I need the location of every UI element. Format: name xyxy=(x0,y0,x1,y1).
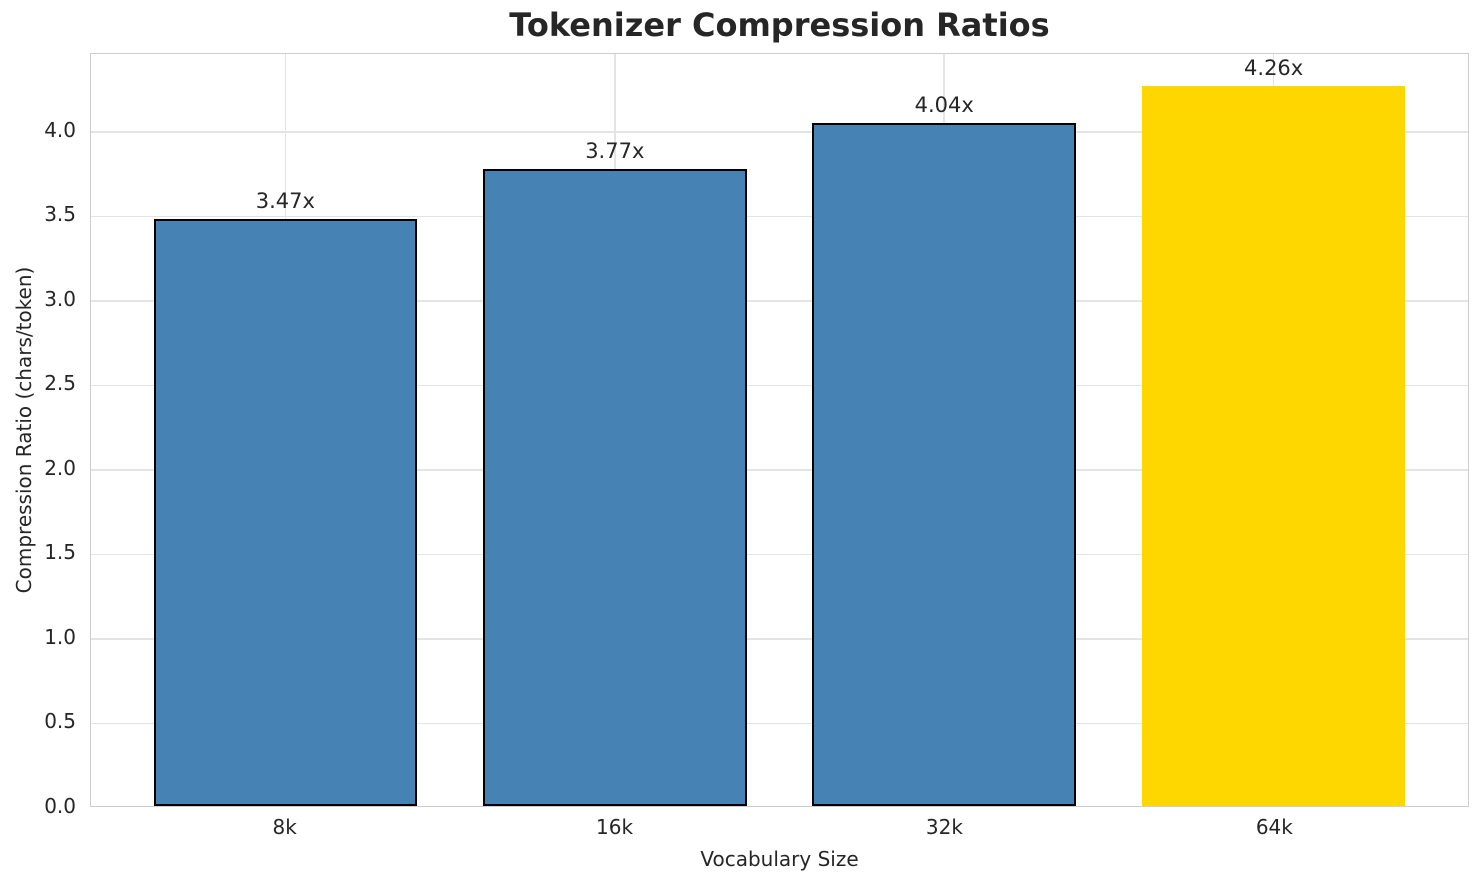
gridline-horizontal xyxy=(91,469,1468,471)
gridline-horizontal xyxy=(91,131,1468,133)
y-tick-label: 1.5 xyxy=(44,540,76,565)
bar xyxy=(483,168,747,806)
x-tick-label: 8k xyxy=(272,815,297,839)
gridline-horizontal xyxy=(91,722,1468,725)
gridline-horizontal xyxy=(91,215,1468,218)
gridline-horizontal xyxy=(91,384,1468,387)
y-tick-label: 4.0 xyxy=(44,117,76,142)
plot-area: 3.47x 3.77x 4.04x 4.26x xyxy=(90,53,1469,807)
gridline-horizontal xyxy=(91,638,1468,640)
x-tick-label: 32k xyxy=(925,815,963,839)
bar-value-label: 4.04x xyxy=(914,93,974,118)
x-tick-label: 64k xyxy=(1255,815,1293,839)
y-tick-label: 2.5 xyxy=(44,371,76,396)
bar-value-label: 3.77x xyxy=(585,138,645,163)
y-tick-label: 0.5 xyxy=(44,709,76,734)
y-axis-ticks: 0.0 0.5 1.0 1.5 2.0 2.5 3.0 3.5 4.0 xyxy=(0,53,76,818)
y-tick-label: 3.0 xyxy=(44,286,76,311)
gridline-horizontal xyxy=(91,553,1468,556)
bar-value-label: 4.26x xyxy=(1244,55,1304,80)
y-tick-label: 1.0 xyxy=(44,624,76,649)
bar xyxy=(153,219,418,806)
x-axis-ticks: 8k 16k 32k 64k xyxy=(90,815,1469,843)
y-tick-label: 2.0 xyxy=(44,455,76,480)
y-tick-label: 3.5 xyxy=(44,202,76,227)
gridline-horizontal xyxy=(91,300,1468,302)
x-tick-label: 16k xyxy=(596,815,634,839)
x-axis-label: Vocabulary Size xyxy=(700,847,859,871)
chart-title: Tokenizer Compression Ratios xyxy=(509,6,1050,44)
bar xyxy=(812,123,1076,806)
y-tick-label: 0.0 xyxy=(44,794,76,818)
bar-highlight xyxy=(1141,85,1406,806)
bar-value-label: 3.47x xyxy=(255,189,315,214)
